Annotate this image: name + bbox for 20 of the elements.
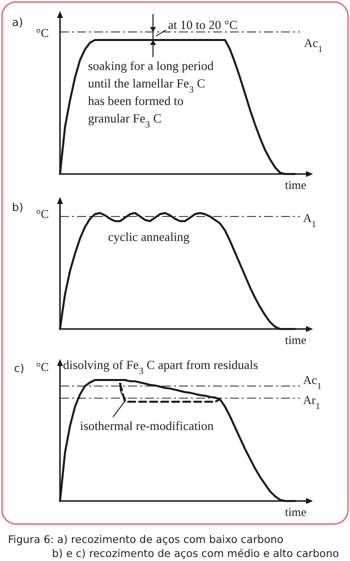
annotation: soaking for a long period until the lamellar Fe$_{3}$C has been formed to granular Fe$_{3}$C: [88, 59, 214, 130]
text: Figura 6: a) recozimento de aços com baixo carbono: [8, 534, 284, 546]
annotation: cyclic annealing: [108, 230, 190, 244]
text: at 10 to 20 °C: [168, 18, 238, 32]
x-axis-title: time: [285, 333, 306, 347]
chart-title: c): [14, 362, 24, 375]
x-axis-title: time: [285, 178, 306, 192]
chart-title: b): [12, 201, 24, 214]
text: disolving of Fe$_{3}$ C apart from residuals: [63, 358, 258, 377]
y-axis-title: °C: [36, 26, 49, 40]
text: b) e c) recozimento de aços com médio e alto carbono: [52, 548, 339, 560]
y-axis-title: °C: [36, 207, 49, 221]
ref-line-label: Ac$_{1}$: [304, 36, 322, 54]
chart-title: a): [12, 16, 24, 29]
annotation: isothermal re-modification: [80, 419, 214, 433]
ref-line-label: A$_{1}$: [303, 211, 316, 229]
ref-line-label: Ac$_{1}$: [303, 373, 322, 391]
ref-line-label: Ar$_{1}$: [303, 393, 320, 411]
y-axis-title: °C: [36, 360, 49, 374]
x-axis-title: time: [285, 505, 306, 519]
